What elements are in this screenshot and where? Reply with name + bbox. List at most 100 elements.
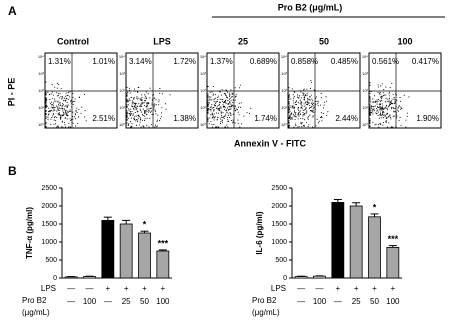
event-dot: [207, 118, 209, 120]
event-dot: [372, 101, 374, 103]
event-dot: [223, 102, 225, 104]
event-dot: [397, 107, 399, 109]
event-dot: [67, 91, 69, 94]
event-dot: [237, 106, 240, 108]
event-dot: [392, 115, 394, 117]
event-dot: [388, 122, 390, 124]
event-dot: [383, 108, 385, 110]
event-dot: [315, 100, 317, 102]
event-dot: [289, 108, 291, 110]
event-dot: [389, 95, 391, 97]
event-dot: [231, 96, 233, 98]
event-dot: [317, 122, 319, 124]
event-dot: [50, 93, 52, 95]
x-tick-label: 50: [370, 297, 379, 306]
event-dot: [57, 108, 59, 110]
event-dot: [54, 98, 56, 100]
event-dot: [209, 102, 211, 104]
event-dot: [223, 101, 226, 103]
event-dot: [67, 111, 69, 113]
event-dot: [292, 94, 294, 96]
lps-label: +: [372, 284, 377, 293]
tick-label: 10¹: [200, 105, 206, 110]
y-tick-label: 500: [275, 257, 287, 264]
event-dot: [387, 113, 389, 115]
event-dot: [141, 97, 143, 99]
event-dot: [380, 85, 382, 87]
lps-label: —: [86, 284, 94, 293]
bar: [349, 205, 363, 279]
event-dot: [240, 102, 242, 104]
event-dot: [226, 116, 228, 119]
event-dot: [382, 122, 384, 124]
event-dot: [211, 113, 213, 115]
event-dot: [47, 119, 49, 121]
event-dot: [248, 112, 251, 115]
event-dot: [314, 105, 316, 107]
bar: [83, 276, 96, 279]
event-dot: [57, 113, 60, 115]
event-dot: [369, 118, 371, 120]
event-dot: [147, 93, 149, 95]
event-dot: [386, 126, 388, 128]
event-dot: [376, 99, 378, 101]
event-dot: [142, 108, 144, 110]
event-dot: [145, 91, 147, 93]
event-dot: [207, 101, 209, 103]
event-dot: [388, 91, 391, 93]
event-dot: [238, 102, 240, 104]
event-dot: [164, 103, 166, 105]
event-dot: [78, 96, 80, 98]
event-dot: [64, 117, 66, 119]
event-dot: [210, 106, 212, 108]
event-dot: [307, 104, 309, 106]
event-dot: [126, 90, 128, 92]
event-dot: [288, 87, 290, 89]
event-dot: [398, 105, 400, 107]
event-dot: [309, 99, 311, 101]
event-dot: [208, 96, 210, 98]
event-dot: [313, 111, 315, 113]
event-dot: [302, 115, 304, 117]
event-dot: [375, 107, 377, 109]
event-dot: [63, 114, 65, 116]
event-dot: [58, 97, 60, 99]
event-dot: [309, 105, 311, 107]
event-dot: [219, 109, 221, 111]
event-dot: [369, 110, 371, 112]
event-dot: [71, 101, 73, 103]
event-dot: [300, 123, 303, 125]
event-dot: [225, 102, 227, 104]
event-dot: [390, 118, 392, 120]
event-dot: [219, 106, 221, 108]
event-dot: [54, 107, 56, 109]
event-dot: [126, 94, 128, 96]
event-dot: [303, 103, 305, 105]
event-dot: [392, 93, 394, 96]
event-dot: [374, 101, 376, 103]
event-dot: [45, 101, 47, 103]
event-dot: [223, 106, 225, 108]
event-dot: [161, 93, 164, 95]
event-dot: [383, 114, 386, 116]
event-dot: [235, 94, 237, 96]
event-dot: [299, 110, 301, 112]
event-dot: [381, 113, 384, 116]
event-dot: [301, 125, 303, 128]
event-dot: [52, 107, 54, 109]
event-dot: [216, 118, 218, 121]
row-label: Pro B2: [252, 296, 277, 305]
event-dot: [388, 93, 390, 95]
event-dot: [126, 113, 128, 115]
group-title: Pro B2 (μg/mL): [278, 2, 343, 12]
event-dot: [71, 106, 73, 108]
event-dot: [372, 109, 374, 111]
event-dot: [143, 120, 146, 122]
event-dot: [295, 101, 297, 103]
y-tick-label: 500: [45, 257, 57, 264]
event-dot: [220, 121, 222, 123]
event-dot: [288, 124, 291, 126]
event-dot: [398, 119, 400, 121]
event-dot: [217, 117, 219, 119]
event-dot: [296, 94, 299, 96]
